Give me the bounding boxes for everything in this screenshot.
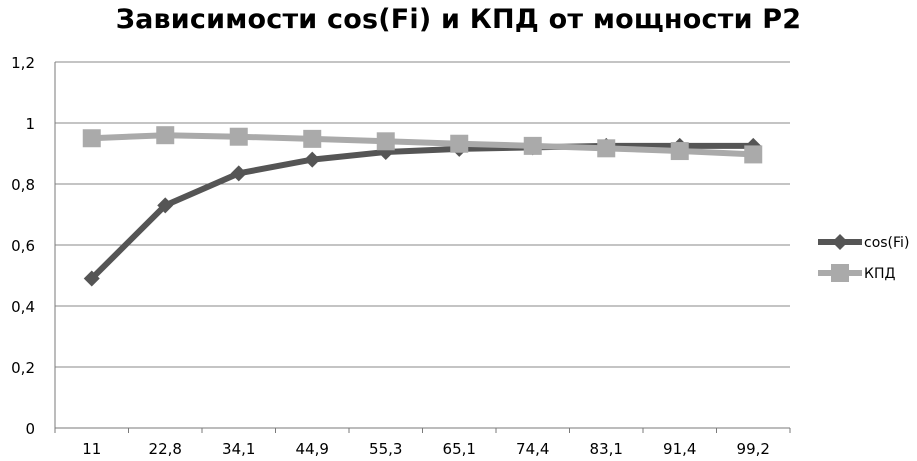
data-point-cos-fi	[83, 270, 100, 287]
y-tick-label: 0	[25, 420, 35, 438]
data-point-kpd	[523, 136, 542, 155]
y-tick-label: 1,2	[11, 54, 35, 72]
data-point-cos-fi	[157, 197, 174, 214]
x-tick-label: 11	[82, 440, 101, 458]
data-point-kpd	[156, 126, 175, 145]
x-tick-label: 55,3	[369, 440, 402, 458]
y-tick-label: 1	[25, 115, 35, 133]
series-line-cos-fi	[89, 142, 754, 281]
x-tick-label: 74,4	[516, 440, 549, 458]
data-point-kpd	[82, 129, 101, 148]
data-point-kpd	[670, 142, 689, 161]
y-tick-label: 0,6	[11, 237, 35, 255]
series-line-kpd	[91, 132, 754, 158]
data-point-kpd	[376, 132, 395, 151]
x-tick-label: 34,1	[222, 440, 255, 458]
data-point-kpd	[303, 129, 322, 148]
x-tick-label: 99,2	[737, 440, 770, 458]
y-tick-label: 0,4	[11, 298, 35, 316]
chart-title: Зависимости cos(Fi) и КПД от мощности Р2	[115, 4, 802, 35]
x-tick-label: 83,1	[590, 440, 623, 458]
data-point-cos-fi	[230, 165, 247, 182]
x-tick-label: 44,9	[296, 440, 329, 458]
data-point-kpd	[450, 134, 469, 153]
y-tick-label: 0,2	[11, 359, 35, 377]
y-tick-label: 0,8	[11, 176, 35, 194]
x-tick-label: 65,1	[443, 440, 476, 458]
data-point-kpd	[744, 145, 763, 164]
data-point-legend-kpd	[831, 264, 849, 282]
x-tick-label: 22,8	[149, 440, 182, 458]
data-point-cos-fi	[304, 151, 321, 168]
legend-label-cos-fi: cos(Fi)	[864, 235, 909, 251]
data-point-kpd	[597, 139, 616, 158]
data-point-kpd	[229, 127, 248, 146]
data-point-legend-cos-fi	[832, 234, 848, 250]
x-tick-label: 91,4	[663, 440, 696, 458]
legend-label-kpd: КПД	[864, 266, 895, 282]
